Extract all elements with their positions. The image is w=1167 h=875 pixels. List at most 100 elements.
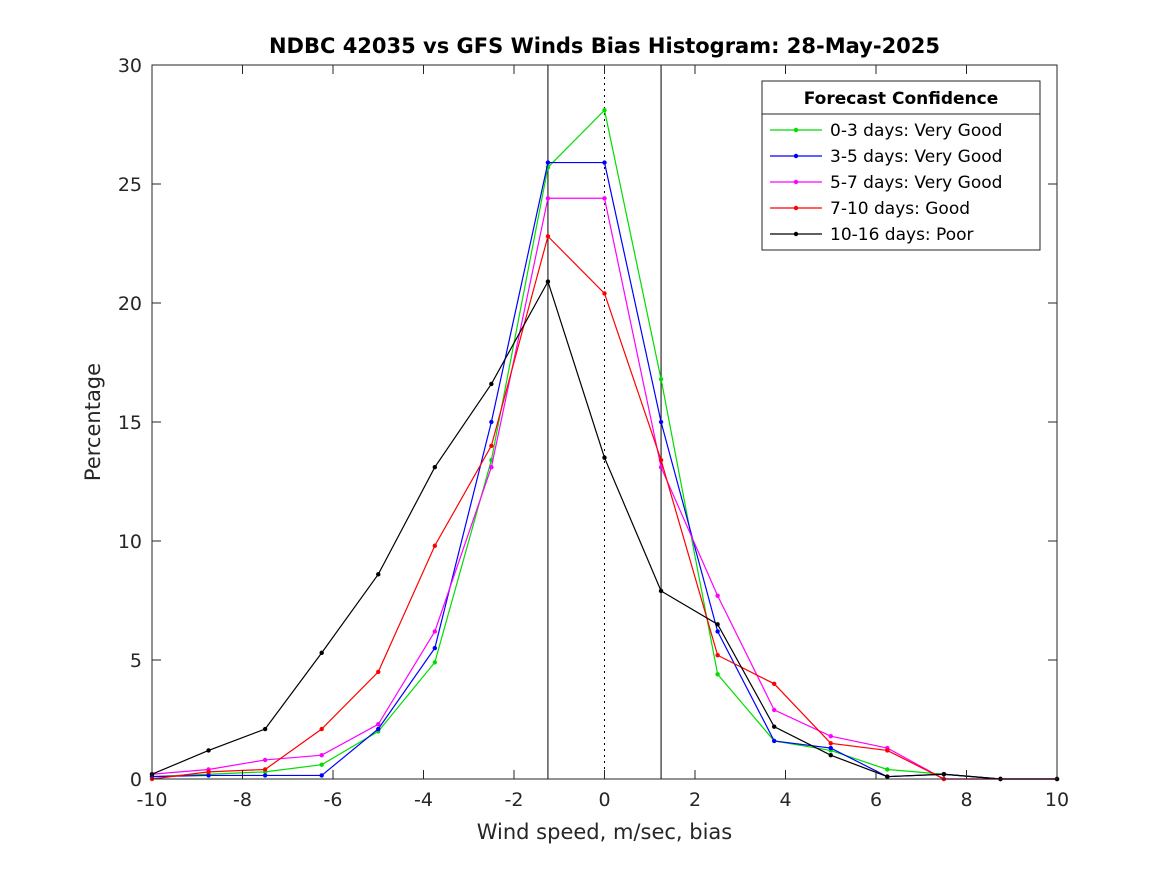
data-point <box>715 672 720 677</box>
data-point <box>376 722 381 727</box>
data-point <box>319 726 324 732</box>
axis-ticks: -10 -8 -6 -4 -2 0 2 4 6 8 10 0 5 10 15 20 25 30 <box>118 55 1069 811</box>
legend-label: 3-5 days: Very Good <box>830 147 1002 167</box>
legend-label: 7-10 days: Good <box>830 199 970 219</box>
data-point <box>432 660 438 665</box>
y-tick-label: 15 <box>118 412 142 434</box>
legend-item: 0-3 days: Very Good <box>770 121 1002 141</box>
data-point <box>319 762 324 767</box>
legend-item: 3-5 days: Very Good <box>770 147 1002 167</box>
data-point <box>828 753 833 758</box>
data-point <box>376 572 381 577</box>
data-point <box>715 629 720 634</box>
data-point <box>319 773 324 778</box>
data-point <box>602 196 607 201</box>
x-tick-label: 6 <box>870 789 882 811</box>
data-point <box>771 738 777 744</box>
data-point <box>545 234 551 239</box>
legend-item: 7-10 days: Good <box>770 199 970 219</box>
data-point <box>489 465 494 470</box>
data-point <box>545 160 551 165</box>
x-tick-label: 8 <box>960 789 972 811</box>
data-point <box>206 769 211 775</box>
legend-label: 10-16 days: Poor <box>830 225 974 245</box>
series <box>149 279 1060 782</box>
data-point <box>941 772 947 777</box>
legend-swatch-marker <box>793 205 799 211</box>
data-point <box>715 622 720 627</box>
data-point <box>432 543 438 548</box>
data-point <box>771 724 777 729</box>
data-point <box>206 748 211 753</box>
legend-item: 10-16 days: Poor <box>770 225 974 245</box>
data-point <box>602 455 607 460</box>
y-tick-label: 0 <box>130 769 142 791</box>
data-point <box>771 707 777 713</box>
data-point <box>658 457 664 463</box>
data-point <box>545 196 551 201</box>
legend: Forecast Confidence 0-3 days: Very Good 3… <box>761 80 1041 251</box>
data-point <box>432 465 438 470</box>
data-point <box>262 773 268 778</box>
x-tick-label: 0 <box>598 789 610 811</box>
data-point <box>715 653 720 658</box>
x-tick-label: -4 <box>414 789 433 811</box>
y-tick-label: 25 <box>118 174 142 196</box>
data-point <box>432 645 438 651</box>
data-point <box>885 767 890 772</box>
legend-item: 5-7 days: Very Good <box>770 173 1002 193</box>
data-point <box>545 279 551 284</box>
x-tick-label: -6 <box>324 789 343 811</box>
x-tick-label: -8 <box>233 789 252 811</box>
data-point <box>319 753 324 758</box>
legend-swatch-marker <box>793 153 799 159</box>
data-point <box>658 588 664 594</box>
x-tick-label: -10 <box>136 789 167 811</box>
data-point <box>715 593 720 598</box>
legend-box <box>761 80 1041 251</box>
data-point <box>771 681 777 686</box>
y-tick-label: 20 <box>118 293 142 315</box>
data-point <box>376 669 381 675</box>
data-point <box>319 650 324 656</box>
y-axis-label: Percentage <box>81 363 105 481</box>
data-point <box>262 726 268 732</box>
x-tick-label: 2 <box>689 789 701 811</box>
legend-swatch-marker <box>793 231 799 237</box>
data-point <box>489 381 494 387</box>
data-point <box>262 757 268 763</box>
data-point <box>489 443 494 448</box>
x-tick-label: 10 <box>1045 789 1069 811</box>
data-point <box>602 291 607 296</box>
data-point <box>489 419 494 425</box>
x-tick-label: 4 <box>779 789 791 811</box>
x-tick-label: -2 <box>505 789 524 811</box>
legend-swatch-marker <box>793 179 799 185</box>
legend-swatch-marker <box>793 127 799 133</box>
data-point <box>658 465 664 470</box>
data-point <box>262 767 268 772</box>
chart-title: NDBC 42035 vs GFS Winds Bias Histogram: … <box>269 34 940 58</box>
data-point <box>658 376 664 382</box>
legend-items: 0-3 days: Very Good 3-5 days: Very Good 5-… <box>770 121 1002 245</box>
x-axis-label: Wind speed, m/sec, bias <box>477 820 733 844</box>
data-point <box>885 748 890 753</box>
legend-label: 0-3 days: Very Good <box>830 121 1002 141</box>
data-point <box>602 160 607 165</box>
data-point <box>432 629 438 634</box>
y-tick-label: 10 <box>118 531 142 553</box>
data-point <box>376 726 381 732</box>
data-point <box>828 745 833 751</box>
data-point <box>602 108 607 113</box>
legend-title: Forecast Confidence <box>804 89 999 109</box>
data-point <box>885 774 890 779</box>
data-point <box>828 733 833 739</box>
legend-label: 5-7 days: Very Good <box>830 173 1002 193</box>
series-layer <box>149 108 1060 782</box>
y-tick-label: 5 <box>130 650 142 672</box>
y-tick-label: 30 <box>118 55 142 77</box>
data-point <box>828 741 833 746</box>
data-point <box>206 773 211 778</box>
data-point <box>658 419 664 425</box>
